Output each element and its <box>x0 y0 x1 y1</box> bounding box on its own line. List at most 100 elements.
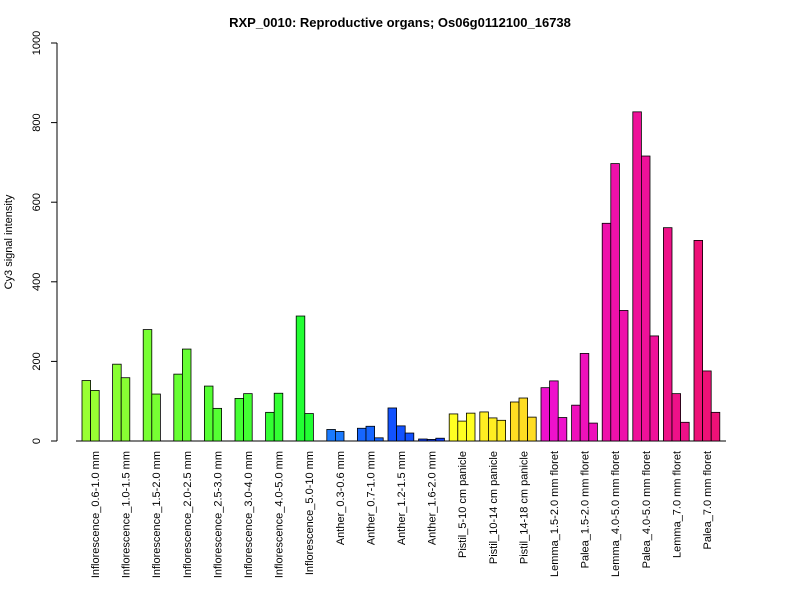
bar-group <box>571 353 598 442</box>
category-label: Inflorescence_5.0-10 mm <box>304 451 316 575</box>
bar <box>641 155 651 442</box>
bar <box>326 429 336 442</box>
chart-title: RXP_0010: Reproductive organs; Os06g0112… <box>229 15 571 30</box>
category-label: Inflorescence_2.5-3.0 mm <box>212 451 224 578</box>
bar <box>496 419 507 442</box>
bar <box>680 421 690 442</box>
bar <box>387 407 398 442</box>
bar <box>234 398 245 442</box>
category-labels: Inflorescence_0.6-1.0 mm Inflorescence_1.… <box>90 451 714 578</box>
bar <box>435 437 445 442</box>
bar <box>518 397 529 442</box>
bar <box>365 425 376 442</box>
bar <box>448 413 459 442</box>
category-label: Inflorescence_3.0-4.0 mm <box>243 451 255 578</box>
category-label: Pistil_10-14 cm panicle <box>488 451 500 564</box>
bar <box>693 240 704 442</box>
bar <box>243 393 253 442</box>
bar <box>142 329 153 442</box>
bar <box>203 385 214 442</box>
bar <box>212 407 223 442</box>
bar <box>374 437 384 442</box>
bar <box>579 353 590 442</box>
bar <box>265 411 275 442</box>
bar <box>273 392 284 442</box>
bar <box>632 111 642 442</box>
bar-group <box>540 380 568 442</box>
y-tick-label: 600 <box>31 193 43 211</box>
bar <box>81 380 92 442</box>
bar <box>610 163 620 442</box>
y-axis-label: Cy3 signal intensity <box>3 194 15 289</box>
bar <box>173 373 183 442</box>
bar <box>120 377 131 442</box>
bar-group <box>418 437 445 442</box>
bar-group <box>234 393 253 442</box>
bar <box>549 380 559 442</box>
bar <box>356 427 367 442</box>
category-label: Lemma_7.0 mm floret <box>671 451 683 558</box>
bar-group <box>112 363 131 442</box>
category-label: Inflorescence_4.0-5.0 mm <box>274 451 286 578</box>
category-label: Pistil_14-18 cm panicle <box>518 451 530 564</box>
bar <box>663 227 673 442</box>
y-axis: 0 200 400 600 800 1000 <box>31 31 58 444</box>
y-tick-label: 200 <box>31 352 43 370</box>
bar <box>465 412 476 442</box>
bar-group <box>693 240 721 442</box>
y-tick-label: 1000 <box>31 31 43 55</box>
category-label: Lemma_1.5-2.0 mm floret <box>549 451 561 577</box>
bar-group <box>356 425 384 442</box>
y-tick-label: 0 <box>31 438 43 444</box>
bar <box>396 425 406 442</box>
bar-group <box>295 315 314 442</box>
bar <box>588 422 598 442</box>
y-tick-label: 400 <box>31 273 43 291</box>
bar <box>334 431 345 442</box>
bar-group <box>142 329 161 442</box>
bar-group <box>632 111 660 442</box>
bar <box>404 432 415 442</box>
bar-group <box>601 163 629 442</box>
bar <box>509 401 520 442</box>
bar-group <box>326 429 345 442</box>
bar <box>304 413 314 442</box>
bar <box>457 420 467 442</box>
bar <box>426 439 437 442</box>
bar <box>571 404 581 442</box>
category-label: Anther_1.6-2.0 mm <box>427 451 439 545</box>
category-label: Palea_7.0 mm floret <box>702 451 714 549</box>
category-label: Palea_4.0-5.0 mm floret <box>641 451 653 568</box>
bar-group <box>448 412 476 442</box>
bar <box>671 393 682 442</box>
bar <box>601 222 612 442</box>
bar-group <box>663 227 690 442</box>
y-tick-label: 800 <box>31 113 43 131</box>
bars <box>81 111 721 442</box>
bar <box>181 348 192 442</box>
bar <box>418 438 428 442</box>
category-label: Inflorescence_2.0-2.5 mm <box>182 451 194 578</box>
bar-group <box>81 380 100 442</box>
bar-group <box>173 348 192 442</box>
category-label: Inflorescence_0.6-1.0 mm <box>90 451 102 578</box>
category-label: Pistil_5-10 cm panicle <box>457 451 469 558</box>
bar <box>619 310 629 442</box>
bar <box>112 363 122 442</box>
bar-group <box>509 397 537 442</box>
category-label: Anther_1.2-1.5 mm <box>396 451 408 545</box>
bar <box>90 390 100 442</box>
bar-group <box>479 411 507 442</box>
bar-group <box>203 385 223 442</box>
category-label: Palea_1.5-2.0 mm floret <box>580 451 592 568</box>
bar <box>649 335 660 442</box>
bar <box>702 370 712 442</box>
bar-group <box>387 407 415 442</box>
category-label: Anther_0.3-0.6 mm <box>335 451 347 545</box>
bar <box>710 411 721 442</box>
category-label: Anther_0.7-1.0 mm <box>365 451 377 545</box>
bar <box>479 411 489 442</box>
bar <box>540 387 551 442</box>
bar <box>527 416 537 442</box>
